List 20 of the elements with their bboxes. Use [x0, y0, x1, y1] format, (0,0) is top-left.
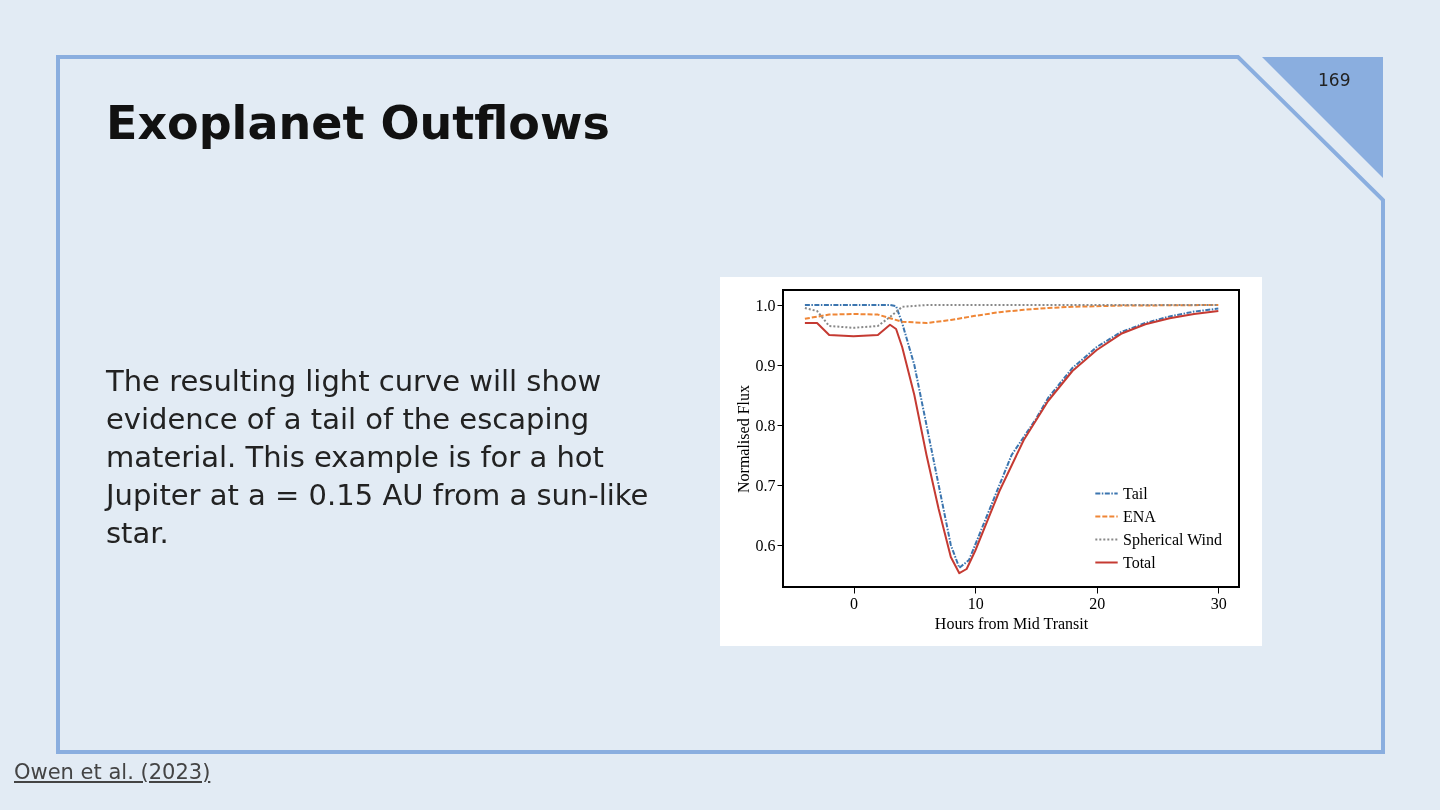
text: The resulting light curve will show evidence of a tail of the escaping material. This example is for a hot Jupiter at a = 0.15 AU from a sun-like star.	[106, 363, 650, 552]
y-tick-label: 0.9	[755, 356, 776, 374]
legend-label: Spherical Wind	[1123, 530, 1223, 549]
y-tick-label: 1.0	[755, 296, 776, 314]
text: 169	[1318, 70, 1351, 90]
y-tick-label: 0.7	[755, 476, 776, 494]
x-tick-label: 10	[967, 594, 984, 612]
legend-label: Total	[1123, 553, 1157, 571]
x-tick-label: 20	[1089, 594, 1106, 612]
legend-label: ENA	[1123, 507, 1157, 525]
y-axis-title: Normalised Flux	[734, 385, 752, 493]
y-tick-label: 0.6	[755, 536, 776, 554]
x-axis-title: Hours from Mid Transit	[934, 614, 1089, 632]
y-tick-label: 0.8	[755, 416, 776, 434]
line-series	[803, 304, 1220, 324]
legend-label: Tail	[1123, 484, 1149, 502]
x-tick-label: 0	[850, 594, 859, 612]
text: Owen et al. (2023)	[14, 760, 211, 784]
x-tick-label: 30	[1210, 594, 1227, 612]
text: Exoplanet Outflows	[106, 96, 610, 150]
